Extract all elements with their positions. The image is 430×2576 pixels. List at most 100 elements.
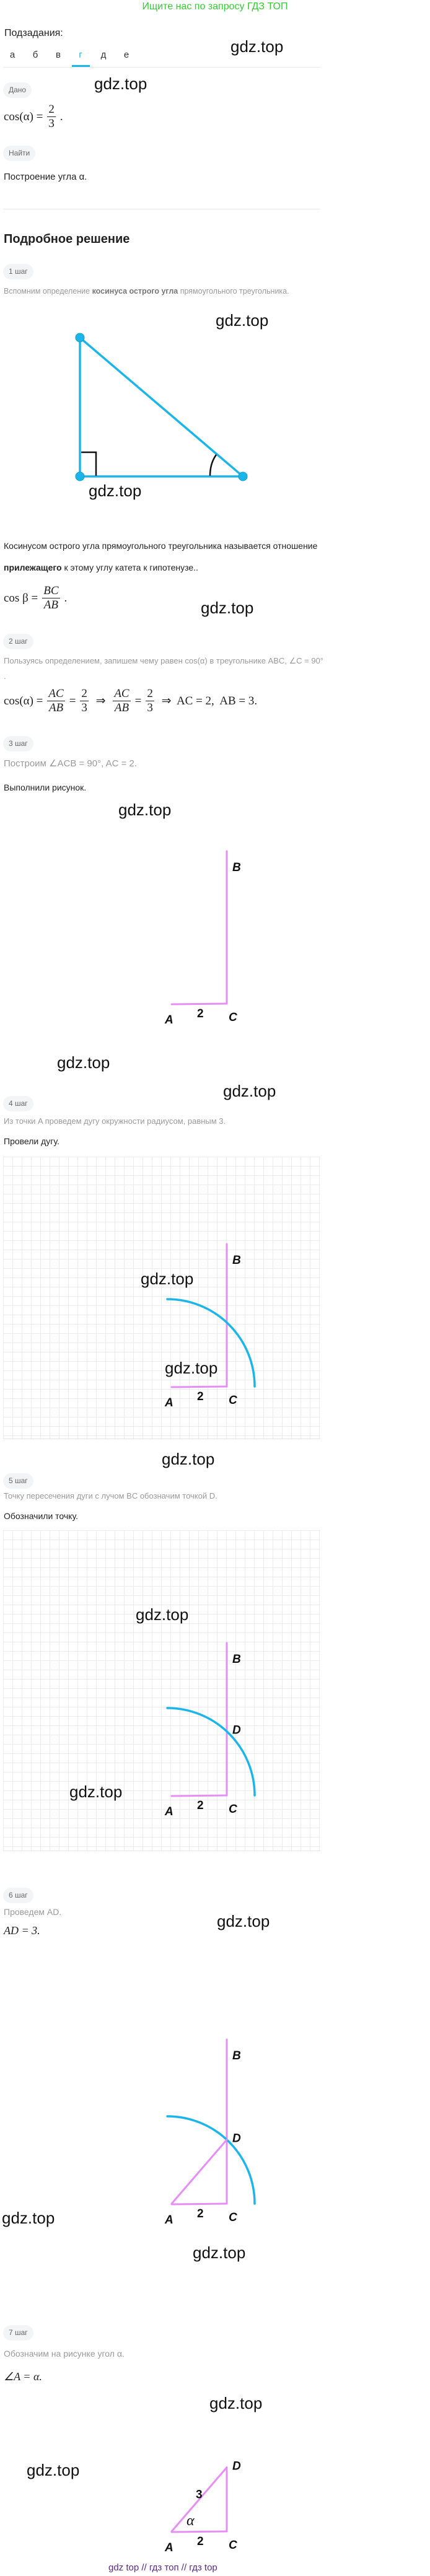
- label-length-ac: 2: [197, 2535, 204, 2548]
- triangle-hypotenuse: [79, 336, 244, 478]
- tab-1[interactable]: а: [9, 50, 15, 60]
- find-badge: Найти: [3, 146, 36, 161]
- text-bold: прилежащего: [4, 563, 62, 572]
- vertex-point: [75, 333, 85, 343]
- watermark: gdz.top: [209, 2394, 263, 2412]
- watermark: gdz.top: [223, 1082, 276, 1100]
- angle-arc-mark: [209, 454, 217, 476]
- vertex-point: [75, 471, 85, 481]
- watermark: gdz.top: [136, 1605, 189, 1624]
- step-6-result: AD = 3.: [4, 1924, 40, 1937]
- label-a: A: [164, 1396, 173, 1409]
- promo-banner[interactable]: Ищите нас по запросу ГДЗ ТОП: [142, 1, 288, 12]
- label-length-ac: 2: [197, 1799, 204, 1812]
- watermark: gdz.top: [193, 2243, 246, 2262]
- vertex-point: [238, 471, 248, 481]
- numerator: 2: [146, 687, 154, 701]
- grid-background: [3, 1157, 320, 1439]
- watermark: gdz.top: [230, 37, 284, 56]
- step-4-text: Из точки A проведем дугу окружности ради…: [4, 1116, 226, 1126]
- watermark: gdz.top: [118, 800, 172, 819]
- find-text: Построение угла α.: [4, 172, 87, 182]
- numerator: AC: [47, 687, 65, 701]
- step-1-text: Вспомним определение косинуса острого уг…: [4, 287, 289, 296]
- step-2-formula: cos(α) = AC AB = 2 3 ⇒ AC AB = 2 3 ⇒ AC = 2, AB =…: [4, 687, 257, 715]
- text-part: к этому углу катета к гипотенузе..: [61, 563, 198, 572]
- label-d: D: [232, 1724, 241, 1737]
- tab-5[interactable]: д: [100, 50, 107, 60]
- label-a: A: [164, 1014, 173, 1027]
- text-bold: косинуса острого угла: [92, 287, 178, 296]
- step-6-text: Проведем AD.: [4, 1907, 62, 1917]
- label-a: A: [164, 2541, 173, 2554]
- label-d: D: [232, 2460, 241, 2473]
- arc-radius-3: [166, 1707, 256, 1797]
- numerator: 2: [47, 103, 56, 117]
- watermark: gdz.top: [201, 598, 254, 617]
- step-2-text: Пользуясь определением, запишем чему рав…: [4, 656, 324, 665]
- watermark: gdz.top: [57, 1053, 110, 1072]
- label-c: C: [229, 1394, 237, 1407]
- label-length-ac: 2: [197, 1007, 204, 1020]
- fraction: AC AB: [113, 687, 131, 715]
- formula-text: ⇒ AC = 2, AB = 3.: [158, 694, 258, 708]
- step-2-dot: .: [4, 672, 6, 681]
- step-3-result: Выполнили рисунок.: [4, 782, 87, 792]
- given-badge: Дано: [3, 82, 32, 98]
- step-4-badge: 4 шаг: [3, 1096, 33, 1111]
- step-6-badge: 6 шаг: [3, 1888, 33, 1903]
- tab-3[interactable]: в: [56, 50, 61, 60]
- definition-line-1: Косинусом острого угла прямоугольного тр…: [4, 541, 318, 551]
- label-a: A: [164, 1805, 173, 1818]
- denominator: AB: [114, 701, 129, 714]
- arc-radius-3: [166, 2115, 256, 2205]
- step-5-result: Обозначили точку.: [4, 1511, 78, 1521]
- label-a: A: [164, 2214, 173, 2227]
- footer-links[interactable]: gdz top // гдз топ // гдз top: [108, 2562, 217, 2573]
- formula-text: ⇒: [92, 694, 109, 708]
- watermark: gdz.top: [94, 74, 147, 93]
- step-4-result: Провели дугу.: [4, 1136, 59, 1146]
- step-7-badge: 7 шаг: [3, 2325, 33, 2341]
- step-3-text: Построим ∠ACB = 90°, AC = 2.: [4, 758, 138, 769]
- step-1-badge: 1 шаг: [3, 264, 33, 279]
- label-b: B: [232, 861, 241, 874]
- segment-ac: [170, 1794, 228, 1797]
- formula-text: =: [69, 694, 76, 708]
- solution-title: Подробное решение: [4, 232, 130, 246]
- denominator: AB: [43, 598, 58, 611]
- tab-4[interactable]: г: [79, 50, 82, 60]
- watermark: gdz.top: [216, 311, 269, 330]
- active-tab-indicator: [72, 65, 90, 67]
- watermark: gdz.top: [89, 481, 142, 500]
- watermark: gdz.top: [2, 2209, 55, 2227]
- step-7-text: Обозначим на рисунке угол α.: [4, 2349, 125, 2359]
- label-alpha: α: [186, 2513, 195, 2529]
- subtasks-label: Подзадания:: [4, 28, 63, 38]
- formula-text: cos β =: [4, 591, 38, 605]
- label-c: C: [229, 1011, 237, 1024]
- step-7-result: ∠A = α.: [4, 2370, 42, 2383]
- formula-text: .: [64, 591, 68, 605]
- watermark: gdz.top: [69, 1782, 123, 1801]
- step-3-badge: 3 шаг: [3, 736, 33, 751]
- label-length-ac: 2: [197, 1390, 204, 1403]
- label-length-ad: 3: [196, 2489, 203, 2502]
- definition-line-2: прилежащего к этому углу катета к гипоте…: [4, 563, 198, 572]
- label-b: B: [232, 2049, 241, 2062]
- divider: [3, 67, 320, 68]
- formula-text: cos(α) =: [4, 110, 43, 123]
- formula-text: =: [134, 694, 142, 708]
- right-angle-mark: [81, 451, 97, 476]
- tab-6[interactable]: е: [123, 50, 129, 60]
- fraction: AC AB: [47, 687, 65, 715]
- fraction: BC AB: [42, 584, 60, 612]
- formula-text: .: [59, 110, 63, 123]
- watermark: gdz.top: [27, 2461, 80, 2479]
- tab-2[interactable]: б: [32, 50, 38, 60]
- watermark: gdz.top: [141, 1269, 194, 1288]
